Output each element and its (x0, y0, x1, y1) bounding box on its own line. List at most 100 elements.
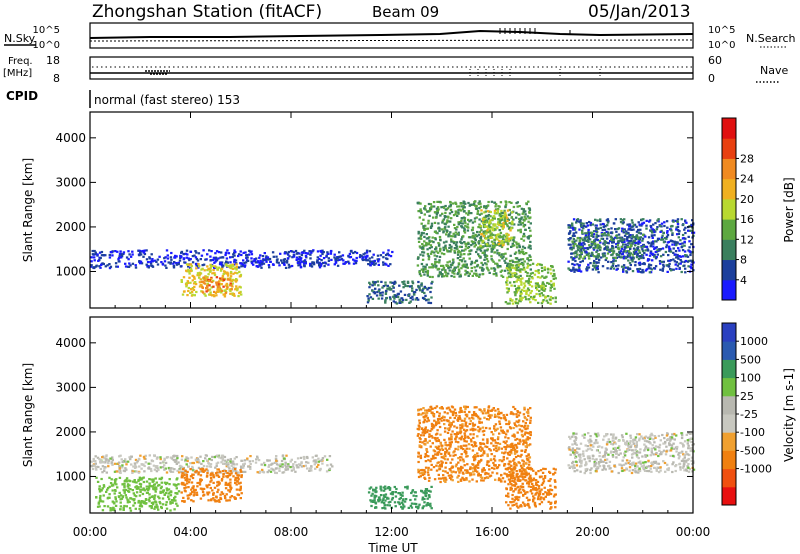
velocity-cell (240, 475, 243, 479)
power-cell (461, 208, 465, 211)
power-cell (430, 224, 434, 227)
power-cell (650, 230, 653, 233)
power-cell (427, 243, 431, 246)
power-cell (636, 270, 640, 273)
power-cell (529, 268, 532, 271)
power-cell (322, 257, 326, 260)
power-cell (436, 206, 440, 209)
power-cell (206, 286, 209, 289)
power-cell (429, 244, 433, 247)
power-cell (510, 227, 513, 230)
velocity-cell (172, 498, 176, 501)
velocity-cell (275, 467, 278, 470)
power-cell (201, 267, 204, 270)
velocity-cell (152, 480, 155, 483)
power-cell (312, 263, 316, 266)
power-cell (215, 294, 218, 297)
power-cell (467, 274, 470, 277)
nsky-tick-top: 10^5 (33, 25, 60, 36)
velocity-cell (224, 459, 227, 462)
power-cell (567, 238, 570, 241)
velocity-cell (192, 469, 195, 472)
power-cell (522, 210, 526, 213)
power-cell (569, 224, 572, 227)
velocity-cell (128, 456, 131, 459)
velocity-cell (186, 459, 189, 463)
power-cell (449, 266, 452, 269)
velocity-cell (195, 493, 199, 496)
power-cell (616, 237, 619, 240)
power-cell (338, 251, 341, 254)
velocity-cell (515, 451, 518, 454)
power-cell (517, 276, 520, 279)
power-cell (687, 265, 690, 268)
velocity-cell (147, 489, 150, 492)
velocity-cell (487, 472, 490, 475)
power-cell (490, 258, 493, 261)
power-cell (250, 253, 254, 256)
velocity-cell (474, 469, 477, 472)
velocity-cell (440, 407, 443, 410)
velocity-cell (454, 471, 457, 474)
velocity-cell (185, 456, 188, 459)
velocity-cell (290, 469, 294, 472)
power-cell (420, 282, 423, 285)
velocity-cell (131, 470, 135, 473)
velocity-cell (425, 411, 429, 414)
power-cell (473, 272, 476, 275)
power-cell (419, 210, 423, 213)
power-cell (498, 265, 502, 268)
power-cell (494, 262, 497, 265)
velocity-cell (526, 467, 529, 470)
velocity-cell (108, 485, 111, 488)
power-cell (520, 281, 523, 284)
power-cell (425, 233, 428, 236)
velocity-cell (173, 508, 176, 511)
velocity-cell (443, 438, 446, 441)
power-cell (391, 285, 395, 288)
power-cell (504, 301, 508, 304)
power-cell (517, 264, 521, 267)
velocity-cell (203, 493, 206, 496)
power-cell (514, 300, 517, 303)
velocity-cell (398, 503, 401, 506)
velocity-cell (388, 487, 392, 490)
velocity-cell (429, 502, 432, 505)
power-cell (284, 266, 288, 269)
power-cell (529, 272, 533, 275)
power-cell (451, 271, 454, 274)
velocity-cell (145, 491, 149, 494)
power-cell (245, 254, 249, 257)
power-cell (466, 246, 470, 250)
velocity-cell (278, 467, 281, 470)
power-cell (499, 217, 502, 220)
power-cell (462, 257, 465, 260)
power-cell (93, 249, 96, 253)
power-cell (177, 261, 180, 264)
power-cell (388, 296, 392, 299)
power-cell (445, 240, 448, 243)
velocity-cell (212, 497, 215, 500)
power-cell (481, 263, 485, 266)
velocity-cell (102, 484, 106, 487)
power-cell (444, 244, 447, 247)
power-cell (625, 230, 628, 233)
power-cell (502, 221, 505, 225)
power-cell (570, 269, 573, 272)
velocity-cell (508, 421, 511, 424)
power-cell (142, 249, 145, 253)
power-cell (577, 266, 581, 269)
power-cell (282, 258, 286, 261)
power-cell (433, 230, 437, 233)
power-cell (448, 246, 451, 249)
velocity-cell (206, 493, 210, 496)
velocity-cell (185, 463, 188, 466)
power-cell (403, 293, 407, 296)
power-cell (486, 204, 490, 207)
velocity-cell (513, 422, 516, 425)
power-cell (518, 217, 521, 221)
velocity-cell (247, 465, 250, 468)
power-cell (122, 252, 125, 255)
velocity-cell (458, 437, 461, 440)
velocity-cell (401, 507, 404, 510)
